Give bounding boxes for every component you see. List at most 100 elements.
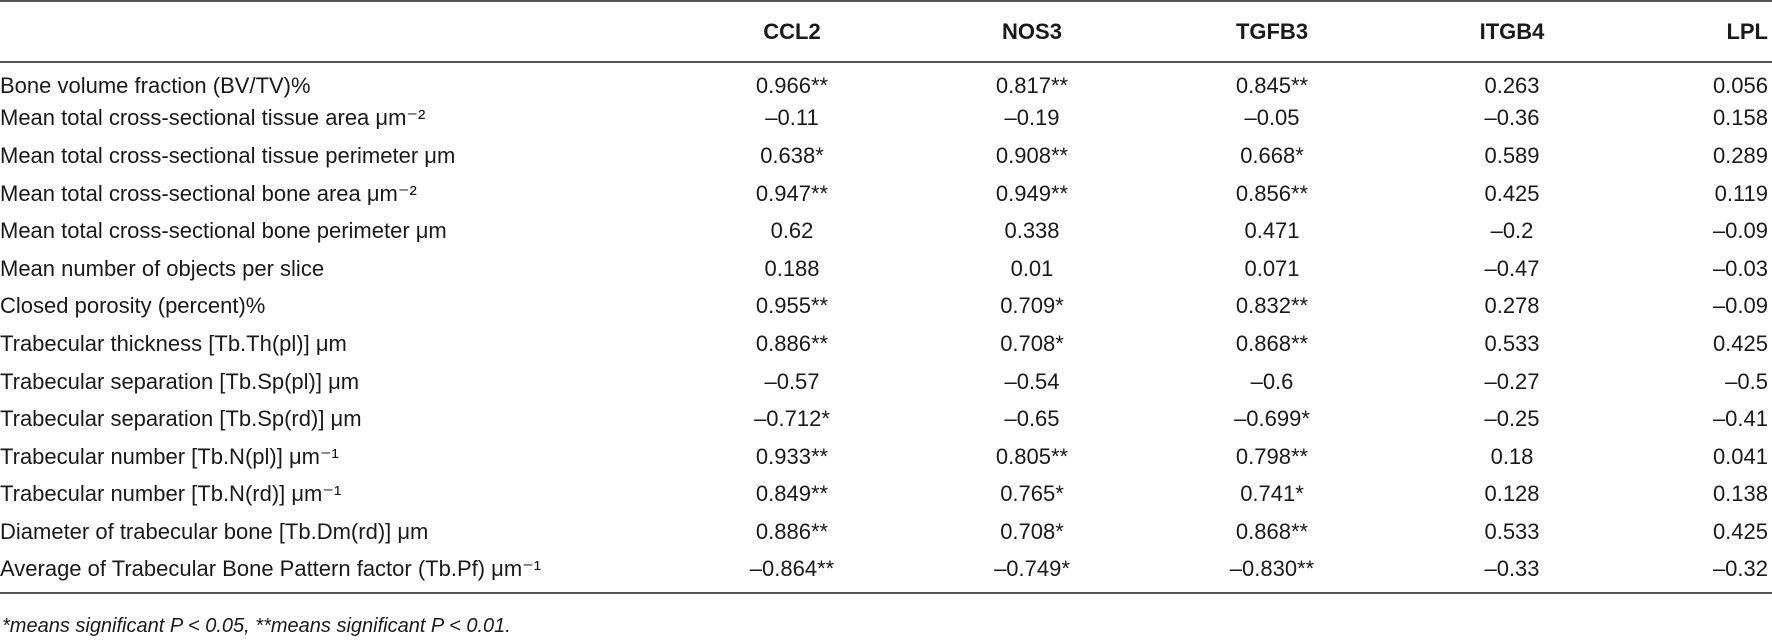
cell-value: 0.18 bbox=[1490, 443, 1534, 469]
cell-value: 0.041 bbox=[1712, 443, 1768, 469]
cell-value: –0.03 bbox=[1712, 255, 1768, 281]
cell-value: 0.955** bbox=[755, 293, 829, 319]
cell-value: –0.27 bbox=[1484, 368, 1540, 394]
cell-value: 0.533 bbox=[1484, 518, 1540, 544]
cell-value: 0.805** bbox=[995, 443, 1069, 469]
table-body: Bone volume fraction (BV/TV)% 0.966** 0.81… bbox=[0, 62, 1772, 594]
row-label: Average of Trabecular Bone Pattern facto… bbox=[0, 550, 672, 594]
cell-value: –0.6 bbox=[1250, 368, 1294, 394]
table-row: Trabecular number [Tb.N(rd)] μm⁻¹ 0.849**… bbox=[0, 476, 1772, 514]
cell-value: –0.47 bbox=[1484, 255, 1540, 281]
cell-value: 0.071 bbox=[1244, 255, 1300, 281]
cell-value: –0.09 bbox=[1712, 293, 1768, 319]
cell-value: –0.712* bbox=[754, 406, 830, 432]
table-row: Mean total cross-sectional tissue perime… bbox=[0, 137, 1772, 175]
cell-value: 0.908** bbox=[995, 142, 1069, 168]
cell-value: 0.817** bbox=[995, 73, 1069, 99]
cell-value: 0.188 bbox=[764, 255, 820, 281]
cell-value: –0.11 bbox=[765, 105, 819, 131]
table-row: Closed porosity (percent)% 0.955** 0.709* 0… bbox=[0, 288, 1772, 326]
header-ccl2: CCL2 bbox=[672, 0, 912, 63]
row-label: Mean total cross-sectional bone area μm⁻… bbox=[0, 180, 417, 206]
cell-value: 0.138 bbox=[1712, 481, 1768, 507]
cell-value: 0.263 bbox=[1484, 73, 1540, 99]
cell-value: 0.62 bbox=[770, 218, 814, 244]
cell-value: 0.741* bbox=[1240, 481, 1304, 507]
header-tgfb3: TGFB3 bbox=[1152, 0, 1392, 63]
cell-value: 0.856** bbox=[1235, 180, 1309, 206]
cell-value: 0.533 bbox=[1484, 330, 1540, 356]
header-cell-empty bbox=[0, 0, 672, 63]
cell-value: –0.749* bbox=[912, 550, 1152, 594]
row-label: Mean total cross-sectional tissue perime… bbox=[0, 142, 456, 168]
cell-value: –0.2 bbox=[1490, 218, 1534, 244]
cell-value: 0.471 bbox=[1244, 218, 1300, 244]
table-row: Diameter of trabecular bone [Tb.Dm(rd)] … bbox=[0, 513, 1772, 551]
table-row: Trabecular separation [Tb.Sp(pl)] μm –0.5… bbox=[0, 363, 1772, 401]
header-itgb4: ITGB4 bbox=[1392, 0, 1632, 63]
row-label: Trabecular number [Tb.N(pl)] μm⁻¹ bbox=[0, 443, 339, 469]
cell-value: 0.128 bbox=[1484, 481, 1540, 507]
row-label: Diameter of trabecular bone [Tb.Dm(rd)] … bbox=[0, 518, 429, 544]
cell-value: –0.32 bbox=[1632, 550, 1772, 594]
cell-value: 0.765* bbox=[1000, 481, 1064, 507]
cell-value: 0.933** bbox=[755, 443, 829, 469]
cell-value: 0.425 bbox=[1712, 518, 1768, 544]
table-row: Trabecular number [Tb.N(pl)] μm⁻¹ 0.933**… bbox=[0, 438, 1772, 476]
correlation-table: CCL2 NOS3 TGFB3 ITGB4 LPL Bone volume fr… bbox=[0, 0, 1772, 594]
row-label: Mean total cross-sectional tissue area μ… bbox=[0, 105, 426, 131]
header-lpl: LPL bbox=[1632, 0, 1772, 63]
row-label: Trabecular thickness [Tb.Th(pl)] μm bbox=[0, 330, 347, 356]
cell-value: –0.864** bbox=[672, 550, 912, 594]
row-label: Trabecular separation [Tb.Sp(pl)] μm bbox=[0, 368, 360, 394]
row-label: Mean total cross-sectional bone perimete… bbox=[0, 218, 447, 244]
cell-value: –0.09 bbox=[1712, 218, 1768, 244]
row-label: Trabecular separation [Tb.Sp(rd)] μm bbox=[0, 406, 362, 432]
cell-value: –0.05 bbox=[1244, 105, 1300, 131]
cell-value: 0.868** bbox=[1235, 330, 1309, 356]
cell-value: 0.425 bbox=[1484, 180, 1540, 206]
cell-value: 0.668* bbox=[1240, 142, 1304, 168]
cell-value: 0.849** bbox=[755, 481, 829, 507]
table-row: Average of Trabecular Bone Pattern facto… bbox=[0, 550, 1772, 594]
cell-value: 0.845** bbox=[1235, 73, 1309, 99]
table-row: Mean total cross-sectional bone perimete… bbox=[0, 212, 1772, 250]
cell-value: 0.798** bbox=[1235, 443, 1309, 469]
cell-value: 0.289 bbox=[1712, 142, 1768, 168]
table-header: CCL2 NOS3 TGFB3 ITGB4 LPL bbox=[0, 0, 1772, 63]
row-label: Bone volume fraction (BV/TV)% bbox=[0, 73, 311, 99]
cell-value: 0.832** bbox=[1235, 293, 1309, 319]
cell-value: 0.589 bbox=[1484, 142, 1540, 168]
table-row: Trabecular separation [Tb.Sp(rd)] μm –0.7… bbox=[0, 400, 1772, 438]
cell-value: –0.57 bbox=[764, 368, 820, 394]
cell-value: 0.708* bbox=[1000, 518, 1064, 544]
cell-value: 0.119 bbox=[1714, 180, 1768, 206]
cell-value: 0.158 bbox=[1712, 105, 1768, 131]
cell-value: –0.5 bbox=[1725, 368, 1768, 394]
table-row: Mean total cross-sectional tissue area μ… bbox=[0, 100, 1772, 138]
cell-value: 0.01 bbox=[1010, 255, 1054, 281]
header-row: CCL2 NOS3 TGFB3 ITGB4 LPL bbox=[0, 0, 1772, 63]
row-label: Closed porosity (percent)% bbox=[0, 293, 266, 319]
cell-value: 0.886** bbox=[755, 518, 829, 544]
table-row: Trabecular thickness [Tb.Th(pl)] μm 0.886… bbox=[0, 325, 1772, 363]
cell-value: 0.949** bbox=[995, 180, 1069, 206]
cell-value: –0.36 bbox=[1484, 105, 1540, 131]
cell-value: –0.65 bbox=[1004, 406, 1060, 432]
cell-value: 0.868** bbox=[1235, 518, 1309, 544]
cell-value: 0.425 bbox=[1712, 330, 1768, 356]
cell-value: 0.338 bbox=[1004, 218, 1060, 244]
cell-value: –0.54 bbox=[1004, 368, 1060, 394]
row-label: Mean number of objects per slice bbox=[0, 255, 325, 281]
cell-value: –0.699* bbox=[1234, 406, 1310, 432]
row-label: Trabecular number [Tb.N(rd)] μm⁻¹ bbox=[0, 481, 342, 507]
table-row: Bone volume fraction (BV/TV)% 0.966** 0.81… bbox=[0, 62, 1772, 100]
cell-value: –0.25 bbox=[1484, 406, 1540, 432]
cell-value: –0.33 bbox=[1392, 550, 1632, 594]
cell-value: –0.19 bbox=[1004, 105, 1060, 131]
table-footnote: *means significant P < 0.05, **means sig… bbox=[2, 615, 511, 637]
cell-value: 0.278 bbox=[1484, 293, 1540, 319]
cell-value: 0.947** bbox=[755, 180, 829, 206]
cell-value: 0.709* bbox=[1000, 293, 1064, 319]
